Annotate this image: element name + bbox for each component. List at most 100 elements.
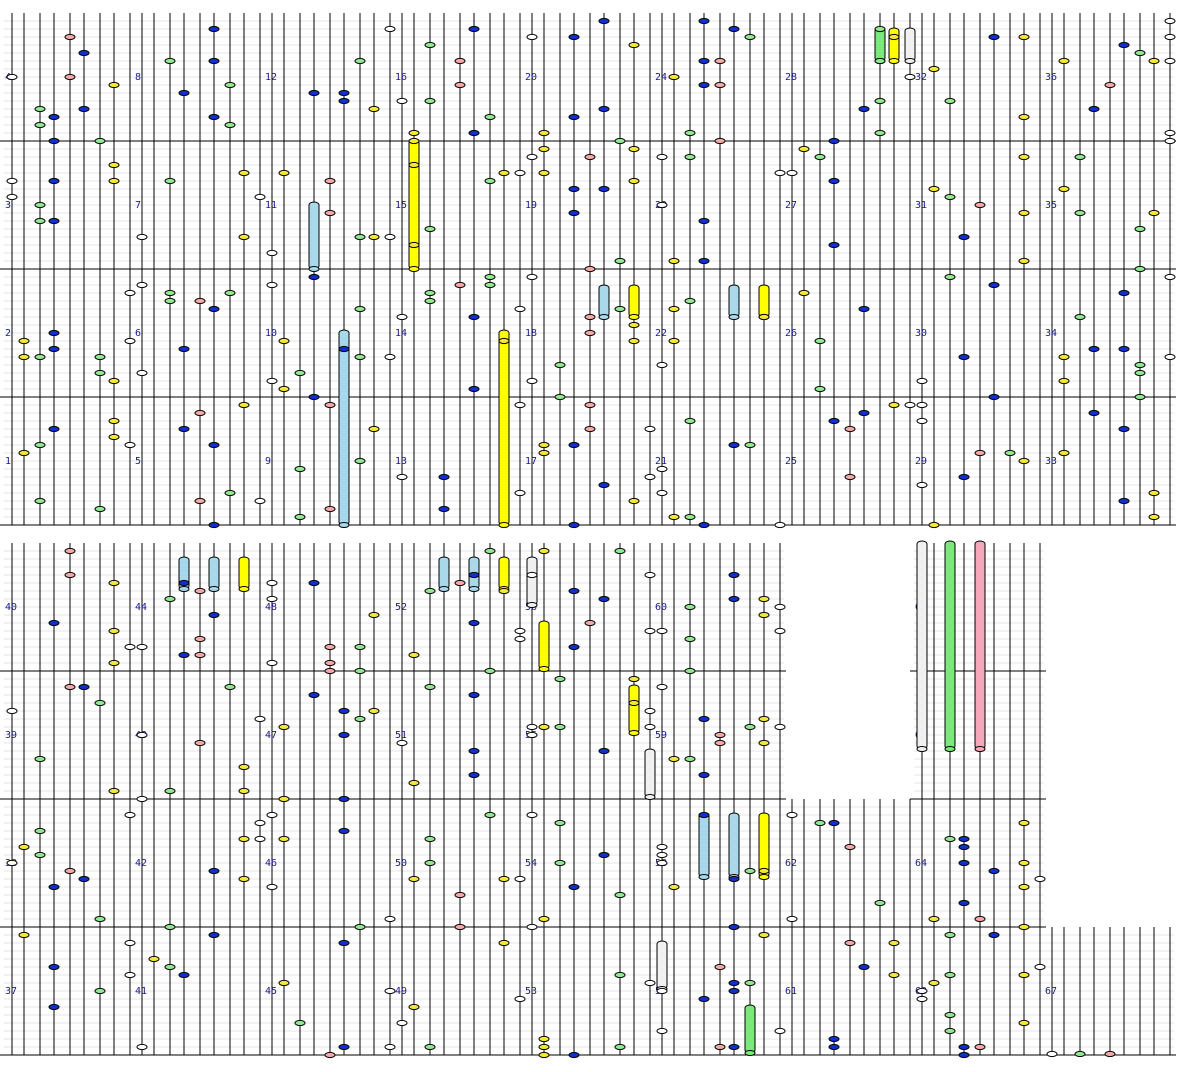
tap-note: [238, 401, 250, 409]
tap-note: [484, 547, 496, 555]
tap-note: [48, 113, 60, 121]
tap-note: [164, 923, 176, 931]
tap-note: [698, 81, 710, 89]
tap-note: [514, 401, 526, 409]
tap-note: [1018, 113, 1030, 121]
measure-number: 35: [1045, 200, 1057, 211]
tap-note: [698, 217, 710, 225]
tap-note: [48, 345, 60, 353]
tap-note: [224, 81, 236, 89]
tap-note: [668, 257, 680, 265]
tap-note: [1148, 57, 1160, 65]
hold-note: [728, 812, 740, 878]
tap-note: [598, 105, 610, 113]
tap-note: [944, 97, 956, 105]
tap-note: [656, 1027, 668, 1035]
tap-note: [844, 843, 856, 851]
tap-note: [988, 281, 1000, 289]
tap-note: [384, 25, 396, 33]
measure-number: 47: [265, 730, 277, 741]
tap-note: [124, 441, 136, 449]
tap-note: [338, 97, 350, 105]
tap-note: [94, 353, 106, 361]
tap-note: [1148, 513, 1160, 521]
tap-note: [714, 81, 726, 89]
tap-note: [324, 505, 336, 513]
tap-note: [266, 579, 278, 587]
tap-note: [904, 73, 916, 81]
tap-note: [774, 521, 786, 529]
measure-number: 51: [395, 730, 407, 741]
tap-note: [1088, 409, 1100, 417]
tap-note: [584, 401, 596, 409]
tap-note: [94, 987, 106, 995]
tap-note: [958, 1051, 970, 1059]
tap-note: [988, 931, 1000, 939]
tap-note: [108, 659, 120, 667]
tap-note: [468, 385, 480, 393]
tap-note: [744, 33, 756, 41]
tap-note: [64, 867, 76, 875]
tap-note: [656, 851, 668, 859]
tap-note: [338, 731, 350, 739]
tap-note: [78, 683, 90, 691]
tap-note: [338, 345, 350, 353]
tap-note: [354, 643, 366, 651]
tap-note: [94, 699, 106, 707]
tap-note: [194, 651, 206, 659]
tap-note: [124, 289, 136, 297]
hold-end: [628, 730, 640, 736]
tap-note: [48, 883, 60, 891]
tap-note: [538, 547, 550, 555]
tap-note: [354, 923, 366, 931]
tap-note: [1058, 185, 1070, 193]
tap-note: [164, 289, 176, 297]
tap-note: [628, 321, 640, 329]
tap-note: [384, 233, 396, 241]
tap-note: [468, 129, 480, 137]
tap-note: [384, 353, 396, 361]
tap-note: [278, 337, 290, 345]
tap-note: [208, 521, 220, 529]
tap-note: [34, 105, 46, 113]
tap-note: [928, 979, 940, 987]
hold-note: [888, 27, 900, 62]
tap-note: [526, 377, 538, 385]
tap-note: [354, 57, 366, 65]
tap-note: [1104, 1050, 1116, 1058]
tap-note: [568, 113, 580, 121]
tap-note: [94, 137, 106, 145]
tap-note: [684, 417, 696, 425]
tap-note: [308, 89, 320, 97]
tap-note: [308, 579, 320, 587]
measure-number: 1: [5, 456, 11, 467]
tap-note: [844, 425, 856, 433]
tap-note: [598, 185, 610, 193]
tap-note: [728, 923, 740, 931]
tap-note: [278, 795, 290, 803]
tap-note: [438, 473, 450, 481]
tap-note: [628, 41, 640, 49]
tap-note: [266, 377, 278, 385]
tap-note: [644, 707, 656, 715]
tap-note: [64, 571, 76, 579]
tap-note: [774, 723, 786, 731]
tap-note: [224, 289, 236, 297]
tap-note: [178, 89, 190, 97]
tap-note: [178, 579, 190, 587]
tap-note: [874, 57, 886, 65]
tap-note: [368, 611, 380, 619]
tap-note: [424, 297, 436, 305]
hold-end: [338, 522, 350, 528]
tap-note: [944, 273, 956, 281]
tap-note: [874, 97, 886, 105]
tap-note: [584, 619, 596, 627]
tap-note: [368, 105, 380, 113]
tap-note: [408, 241, 420, 249]
tap-note: [944, 931, 956, 939]
tap-note: [844, 939, 856, 947]
tap-note: [958, 899, 970, 907]
tap-note: [48, 177, 60, 185]
tap-note: [584, 329, 596, 337]
tap-note: [928, 521, 940, 529]
